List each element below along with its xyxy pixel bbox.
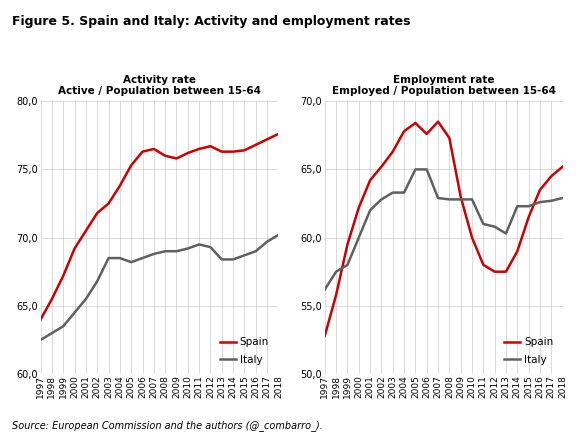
Spain: [548, 173, 554, 179]
Italy: [207, 245, 214, 250]
Spain: [275, 131, 282, 136]
Italy: [401, 190, 408, 195]
Italy: [321, 287, 328, 292]
Spain: [321, 333, 328, 338]
Italy: [139, 255, 146, 260]
Italy: [412, 167, 419, 172]
Spain: [162, 153, 169, 158]
Spain: [356, 205, 362, 210]
Italy: [446, 197, 453, 202]
Spain: [117, 183, 124, 188]
Italy: [71, 310, 78, 315]
Spain: [423, 131, 430, 136]
Spain: [241, 148, 248, 153]
Title: Activity rate
Active / Population between 15-64: Activity rate Active / Population betwee…: [58, 75, 261, 96]
Spain: [218, 149, 225, 154]
Italy: [195, 242, 202, 247]
Italy: [49, 330, 56, 336]
Italy: [389, 190, 396, 195]
Italy: [94, 279, 101, 284]
Legend: Spain, Italy: Spain, Italy: [500, 333, 557, 369]
Italy: [367, 208, 374, 213]
Italy: [548, 198, 554, 203]
Spain: [502, 269, 509, 275]
Spain: [105, 201, 112, 206]
Spain: [82, 228, 89, 233]
Spain: [230, 149, 237, 154]
Spain: [94, 210, 101, 216]
Italy: [60, 324, 67, 329]
Italy: [37, 337, 44, 342]
Line: Spain: Spain: [41, 134, 278, 319]
Italy: [218, 257, 225, 262]
Spain: [139, 149, 146, 154]
Italy: [491, 224, 498, 229]
Italy: [457, 197, 464, 202]
Spain: [37, 317, 44, 322]
Line: Italy: Italy: [325, 169, 563, 290]
Spain: [559, 164, 566, 169]
Spain: [195, 146, 202, 151]
Italy: [230, 257, 237, 262]
Italy: [150, 251, 157, 257]
Italy: [559, 195, 566, 201]
Italy: [252, 249, 259, 254]
Italy: [333, 269, 340, 275]
Italy: [105, 255, 112, 260]
Title: Employment rate
Employed / Population between 15-64: Employment rate Employed / Population be…: [332, 75, 556, 96]
Text: Figure 5. Spain and Italy: Activity and employment rates: Figure 5. Spain and Italy: Activity and …: [12, 15, 410, 29]
Spain: [49, 296, 56, 301]
Spain: [401, 128, 408, 134]
Spain: [263, 137, 270, 142]
Line: Italy: Italy: [41, 235, 278, 340]
Italy: [82, 296, 89, 301]
Italy: [275, 232, 282, 238]
Italy: [241, 253, 248, 258]
Spain: [252, 142, 259, 147]
Italy: [184, 246, 191, 251]
Italy: [263, 239, 270, 244]
Legend: Spain, Italy: Spain, Italy: [216, 333, 273, 369]
Line: Spain: Spain: [325, 121, 563, 336]
Italy: [162, 249, 169, 254]
Spain: [367, 178, 374, 183]
Italy: [378, 197, 385, 202]
Spain: [173, 156, 180, 161]
Spain: [207, 143, 214, 149]
Italy: [434, 195, 441, 201]
Spain: [434, 119, 441, 124]
Italy: [173, 249, 180, 254]
Spain: [536, 187, 543, 193]
Spain: [514, 249, 521, 254]
Italy: [502, 231, 509, 236]
Italy: [128, 260, 135, 265]
Italy: [536, 199, 543, 205]
Italy: [423, 167, 430, 172]
Spain: [378, 164, 385, 169]
Spain: [491, 269, 498, 275]
Spain: [128, 163, 135, 168]
Spain: [333, 292, 340, 297]
Italy: [525, 204, 532, 209]
Italy: [356, 235, 362, 240]
Spain: [412, 121, 419, 126]
Spain: [389, 149, 396, 154]
Spain: [60, 273, 67, 279]
Italy: [514, 204, 521, 209]
Spain: [71, 246, 78, 251]
Italy: [117, 255, 124, 260]
Text: Source: European Commission and the authors (@_combarro_).: Source: European Commission and the auth…: [12, 420, 322, 431]
Italy: [480, 221, 487, 227]
Italy: [344, 262, 351, 268]
Spain: [457, 194, 464, 199]
Spain: [446, 136, 453, 141]
Spain: [344, 242, 351, 247]
Spain: [184, 150, 191, 156]
Spain: [525, 214, 532, 220]
Spain: [480, 262, 487, 268]
Spain: [150, 146, 157, 151]
Spain: [469, 235, 476, 240]
Italy: [469, 197, 476, 202]
